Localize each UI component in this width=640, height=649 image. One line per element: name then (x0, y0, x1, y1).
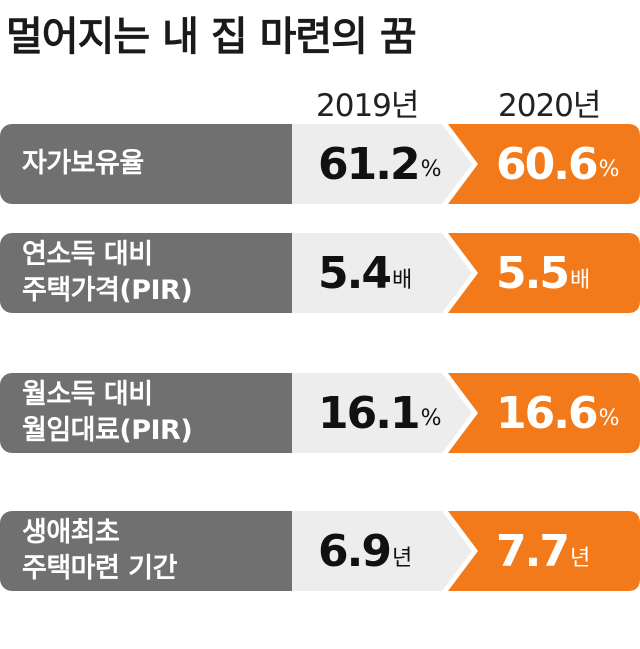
row-label: 생애최초 주택마련 기간 (0, 511, 294, 591)
value-number: 7.7 (496, 525, 570, 577)
value-number: 60.6 (496, 138, 599, 190)
value-unit: 배 (391, 268, 413, 293)
value-2020: 5.5 배 (496, 233, 590, 313)
value-cell-2020-bg (448, 373, 640, 453)
value-cell-2019-bg (292, 373, 472, 453)
row-label: 자가보유율 (0, 124, 294, 204)
value-unit: % (420, 405, 442, 431)
value-number: 16.1 (318, 387, 421, 439)
table-row: 생애최초 주택마련 기간 6.9 년 7.7 년 (0, 511, 640, 591)
value-2019: 5.4 배 (318, 233, 412, 313)
table-row: 자가보유율 61.2% 60.6% (0, 124, 640, 204)
table-row: 월소득 대비 월임대료(PIR) 16.1% 16.6% (0, 373, 640, 453)
value-number: 16.6 (496, 387, 599, 439)
value-cell-2019-bg (292, 233, 472, 313)
value-cell-2019-bg (292, 124, 472, 204)
table-row: 연소득 대비 주택가격(PIR) 5.4 배 5.5 배 (0, 233, 640, 313)
value-unit: 배 (569, 268, 591, 293)
column-header-2020: 2020년 (498, 88, 601, 124)
value-2020: 16.6% (496, 373, 619, 453)
value-unit: 년 (569, 546, 591, 571)
value-2020: 7.7 년 (496, 511, 590, 591)
value-number: 5.4 (318, 247, 392, 299)
value-2019: 6.9 년 (318, 511, 412, 591)
column-header-2019: 2019년 (316, 88, 419, 124)
value-unit: % (420, 156, 442, 182)
value-2019: 16.1% (318, 373, 441, 453)
value-unit: % (598, 156, 620, 182)
value-cell-2019-bg (292, 511, 472, 591)
value-cell-2020-bg (448, 511, 640, 591)
value-cell-2020-bg (448, 233, 640, 313)
value-number: 6.9 (318, 525, 392, 577)
value-number: 5.5 (496, 247, 570, 299)
value-number: 61.2 (318, 138, 421, 190)
value-unit: % (598, 405, 620, 431)
value-unit: 년 (391, 546, 413, 571)
value-2020: 60.6% (496, 124, 619, 204)
chart-title: 멀어지는 내 집 마련의 꿈 (6, 14, 417, 60)
row-label: 연소득 대비 주택가격(PIR) (0, 233, 294, 313)
value-cell-2020-bg (448, 124, 640, 204)
row-label: 월소득 대비 월임대료(PIR) (0, 373, 294, 453)
value-2019: 61.2% (318, 124, 441, 204)
